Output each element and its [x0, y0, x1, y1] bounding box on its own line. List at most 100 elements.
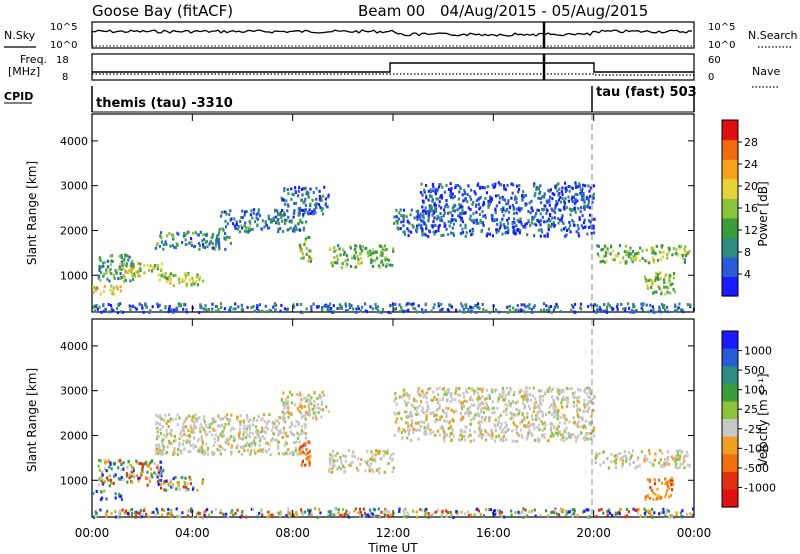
- velocity-echo-cell: [224, 448, 227, 452]
- velocity-echo-cell: [159, 486, 163, 490]
- power-echo-cell: [433, 202, 436, 206]
- power-echo-cell: [169, 244, 172, 248]
- velocity-echo-cell: [425, 507, 428, 511]
- power-echo-cell: [228, 307, 232, 310]
- velocity-echo-cell: [589, 392, 592, 396]
- power-echo-cell: [354, 265, 357, 269]
- power-echo-cell: [678, 302, 681, 306]
- power-echo-cell: [436, 189, 439, 193]
- power-echo-cell: [469, 309, 472, 313]
- velocity-echo-cell: [541, 412, 544, 416]
- velocity-echo-cell: [677, 453, 680, 457]
- freq-left-tick-bottom: 8: [62, 72, 68, 83]
- xtick-label: 04:00: [175, 526, 210, 540]
- velocity-echo-cell: [178, 515, 181, 519]
- power-echo-cell: [673, 290, 677, 294]
- power-echo-cell: [111, 289, 114, 293]
- velocity-echo-cell: [489, 508, 493, 512]
- power-echo-cell: [427, 212, 431, 216]
- velocity-echo-cell: [173, 435, 176, 438]
- velocity-echo-cell: [459, 387, 462, 391]
- velocity-echo-cell: [532, 410, 535, 414]
- velocity-echo-cell: [505, 386, 508, 390]
- velocity-echo-cell: [118, 515, 121, 519]
- power-echo-cell: [506, 202, 510, 205]
- velocity-echo-cell: [595, 454, 598, 458]
- velocity-echo-cell: [203, 513, 206, 517]
- velocity-echo-cell: [583, 509, 586, 513]
- velocity-echo-cell: [408, 394, 411, 398]
- ytick-label: 4000: [60, 340, 88, 353]
- power-echo-cell: [197, 233, 200, 237]
- velocity-echo-cell: [501, 428, 505, 432]
- velocity-echo-cell: [166, 482, 169, 485]
- power-echo-cell: [354, 244, 357, 248]
- velocity-echo-cell: [376, 468, 379, 472]
- power-echo-cell: [333, 246, 336, 249]
- velocity-echo-cell: [394, 412, 397, 416]
- power-echo-cell: [309, 187, 312, 191]
- velocity-echo-cell: [501, 390, 504, 394]
- power-echo-cell: [513, 221, 516, 225]
- velocity-echo-cell: [502, 435, 505, 438]
- power-echo-cell: [512, 306, 515, 310]
- power-echo-cell: [487, 199, 490, 203]
- velocity-echo-cell: [284, 452, 287, 455]
- velocity-echo-cell: [509, 388, 512, 392]
- velocity-echo-cell: [457, 386, 460, 390]
- power-echo-cell: [550, 225, 553, 228]
- velocity-echo-cell: [290, 401, 294, 405]
- power-echo-cell: [307, 236, 310, 240]
- velocity-echo-cell: [575, 403, 578, 407]
- power-echo-cell: [295, 226, 298, 230]
- velocity-echo-cell: [165, 428, 168, 432]
- power-echo-cell: [127, 258, 130, 262]
- velocity-echo-cell: [466, 400, 469, 404]
- velocity-echo-cell: [329, 461, 332, 464]
- velocity-echo-cell: [304, 426, 307, 430]
- power-echo-cell: [472, 200, 475, 204]
- velocity-echo-cell: [119, 509, 122, 513]
- power-echo-cell: [674, 252, 677, 256]
- power-echo-cell: [178, 304, 181, 308]
- power-echo-cell: [481, 221, 484, 225]
- velocity-echo-cell: [325, 405, 328, 409]
- velocity-echo-cell: [309, 398, 312, 402]
- velocity-echo-cell: [522, 398, 525, 401]
- power-echo-cell: [577, 234, 581, 238]
- power-echo-cell: [590, 231, 593, 235]
- velocity-echo-cell: [487, 415, 491, 419]
- velocity-echo-cell: [378, 452, 381, 456]
- velocity-echo-cell: [147, 464, 150, 468]
- power-echo-cell: [311, 210, 314, 214]
- power-echo-cell: [641, 308, 644, 312]
- velocity-echo-cell: [294, 403, 297, 407]
- power-echo-cell: [512, 212, 516, 215]
- power-echo-cell: [527, 219, 530, 223]
- power-echo-cell: [682, 257, 685, 261]
- power-echo-cell: [103, 272, 106, 276]
- velocity-echo-cell: [577, 415, 580, 419]
- velocity-echo-cell: [460, 404, 463, 408]
- velocity-echo-cell: [370, 458, 373, 461]
- velocity-echo-cell: [251, 423, 255, 427]
- velocity-echo-cell: [415, 421, 418, 425]
- power-echo-cell: [560, 190, 563, 194]
- velocity-echo-cell: [482, 433, 485, 437]
- power-echo-cell: [646, 287, 649, 290]
- velocity-echo-cell: [606, 457, 609, 461]
- velocity-echo-cell: [186, 434, 189, 438]
- velocity-echo-cell: [412, 404, 415, 408]
- velocity-echo-cell: [526, 515, 529, 518]
- power-echo-cell: [427, 234, 430, 238]
- velocity-echo-cell: [674, 465, 677, 469]
- power-echo-cell: [581, 214, 584, 218]
- power-echo-cell: [282, 198, 285, 202]
- velocity-echo-cell: [151, 459, 154, 463]
- power-echo-cell: [319, 205, 322, 209]
- velocity-echo-cell: [99, 508, 102, 512]
- power-echo-cell: [455, 308, 458, 312]
- velocity-echo-cell: [130, 513, 134, 517]
- velocity-echo-cell: [308, 512, 311, 516]
- power-echo-cell: [598, 260, 602, 264]
